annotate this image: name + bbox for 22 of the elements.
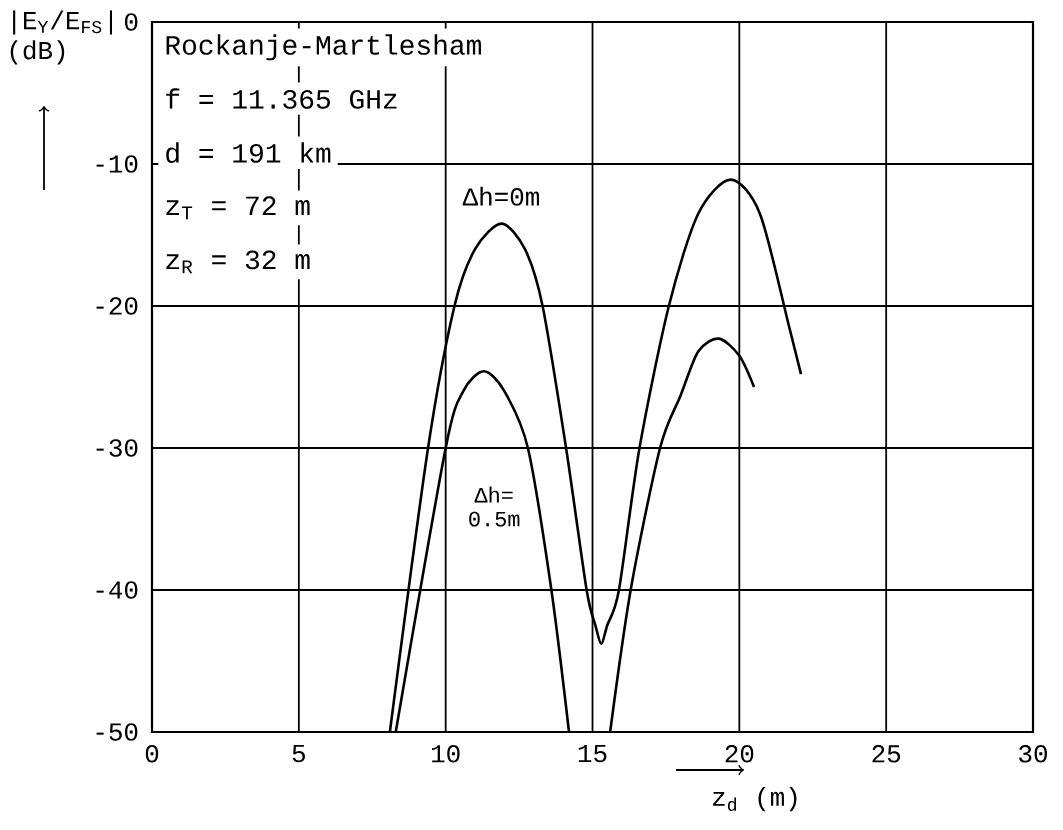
annotation: z$_{T}$ = 72 m <box>166 196 310 220</box>
text: z$_{d}$ (m) <box>713 787 797 812</box>
y-tick-label: -40 <box>96 581 138 599</box>
annotation: Rockanje-Martlesham <box>166 34 481 61</box>
annotation: z$_{R}$ = 32 m <box>166 250 310 274</box>
y-tick-label: -20 <box>96 297 138 315</box>
x-tick-label: 0 <box>145 745 159 763</box>
x-tick-label: 5 <box>292 745 305 763</box>
series-label: Δh= 0.5m <box>469 486 520 527</box>
y-tick-label: -50 <box>96 723 138 741</box>
annotation: f = 11.365 GHz <box>166 88 397 109</box>
x-tick-label: 30 <box>1019 745 1047 763</box>
annotation: d = 191 km <box>166 142 331 163</box>
x-tick-label: 25 <box>872 745 901 763</box>
text: |E$_{Y}$/E$_{FS}$| (dB) <box>10 10 113 65</box>
x-tick-label: 10 <box>432 745 460 763</box>
y-tick-label: -10 <box>96 155 138 173</box>
y-tick-label: 0 <box>125 13 138 31</box>
x-tick-label: 15 <box>578 745 607 763</box>
y-tick-label: -30 <box>96 439 138 457</box>
series-label: Δh=0m <box>462 186 539 206</box>
x-tick-label: 20 <box>725 745 754 763</box>
